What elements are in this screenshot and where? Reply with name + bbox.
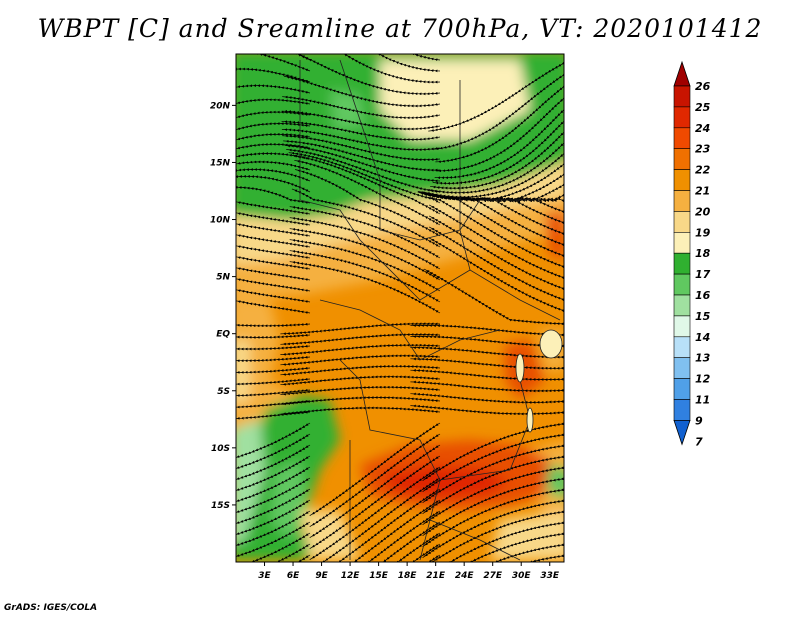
lat-label: 15N: [210, 158, 231, 168]
colorbar-swatch: [673, 315, 691, 338]
colorbar-swatch: [673, 232, 691, 254]
colorbar-label: 13: [695, 352, 711, 365]
colorbar-label: 19: [695, 226, 711, 239]
colorbar-swatch: [673, 148, 691, 170]
lon-label: 3E: [258, 571, 271, 581]
colorbar-label: 20: [695, 205, 711, 218]
colorbar-swatch: [673, 378, 691, 400]
lat-label: 10N: [210, 216, 231, 226]
colorbar: 26 25 24 23 22 21 20 19 18 17 16 15 14 13 12 11 9 7: [673, 60, 711, 448]
colorbar-label: 14: [695, 331, 710, 344]
grads-credit: GrADS: IGES/COLA: [4, 603, 98, 613]
lat-label: 20N: [210, 101, 231, 111]
streamline: [236, 366, 311, 374]
streamline: [236, 322, 311, 328]
streamline: [236, 333, 311, 339]
lon-label: 21E: [426, 571, 446, 581]
map-frame: [235, 53, 565, 563]
lon-label: 30E: [512, 571, 532, 581]
streamline: [487, 542, 564, 562]
colorbar-label: 26: [695, 80, 711, 93]
streamline: [289, 261, 441, 314]
colorbar-swatch: [673, 294, 691, 317]
lat-label: 5N: [216, 273, 230, 283]
colorbar-label: 11: [695, 394, 710, 407]
country-borders: [299, 59, 561, 561]
latitude-axis: 20N 15N 10N 5N EQ 5S 10S 15S: [210, 101, 236, 511]
streamline: [280, 333, 441, 346]
colorbar-label: 21: [695, 185, 710, 198]
streamline: [236, 410, 311, 421]
colorbar-swatch: [673, 169, 691, 191]
lon-label: 15E: [369, 571, 389, 581]
streamline: [410, 392, 564, 404]
colorbar-label: 12: [695, 373, 711, 386]
colorbar-label: 18: [695, 247, 711, 260]
colorbar-label: 15: [695, 310, 711, 323]
streamline: [280, 322, 441, 336]
colorbar-top-arrow: [673, 60, 691, 87]
colorbar-swatch: [673, 127, 691, 150]
lon-label: 12E: [341, 571, 361, 581]
colorbar-swatch: [673, 252, 691, 275]
colorbar-swatch: [673, 357, 691, 379]
colorbar-swatch: [673, 273, 691, 296]
streamline: [291, 554, 311, 562]
colorbar-swatch: [673, 399, 691, 421]
lon-label: 18E: [398, 571, 418, 581]
colorbar-label: 22: [695, 164, 711, 177]
lat-label: EQ: [216, 330, 230, 340]
map-field: [236, 54, 564, 562]
streamline: [236, 344, 311, 351]
lat-label: 15S: [211, 501, 230, 511]
streamline: [517, 553, 564, 562]
colorbar-label: 16: [695, 289, 711, 302]
longitude-axis: 3E 6E 9E 12E 15E 18E 21E 24E 27E 30E 33E: [258, 562, 560, 581]
streamline: [410, 369, 564, 381]
colorbar-label: 23: [695, 143, 711, 156]
colorbar-bottom-arrow: [673, 419, 691, 446]
colorbar-swatch: [673, 211, 691, 233]
lon-label: 24E: [455, 571, 475, 581]
streamline: [270, 543, 311, 562]
lon-label: 9E: [315, 571, 328, 581]
streamline: [408, 543, 441, 562]
lon-label: 27E: [483, 571, 503, 581]
colorbar-swatch: [673, 190, 691, 212]
colorbar-label: 24: [695, 122, 710, 135]
streamline: [410, 357, 564, 370]
streamlines: [236, 54, 564, 562]
colorbar-label: 25: [695, 101, 711, 114]
streamline: [410, 380, 564, 393]
streamline: [280, 343, 441, 356]
streamline: [410, 346, 564, 359]
streamline: [236, 298, 311, 314]
streamline: [280, 354, 441, 366]
streamline: [236, 388, 311, 398]
lakes: [515, 329, 563, 433]
streamline: [236, 377, 311, 386]
streamline: [423, 268, 564, 326]
colorbar-swatch: [673, 106, 691, 129]
lat-label: 10S: [211, 444, 230, 454]
lon-label: 33E: [540, 571, 560, 581]
map-title: WBPT [C] and Sreamline at 700hPa, VT: 20…: [37, 14, 763, 43]
streamline: [236, 355, 311, 363]
colorbar-label: 9: [695, 414, 703, 427]
colorbar-label: 17: [695, 268, 711, 281]
colorbar-label: 7: [695, 435, 703, 448]
colorbar-swatch: [673, 85, 691, 108]
lat-label: 5S: [217, 387, 230, 397]
lon-label: 6E: [287, 571, 300, 581]
streamline: [236, 399, 311, 409]
colorbar-swatch: [673, 336, 691, 358]
